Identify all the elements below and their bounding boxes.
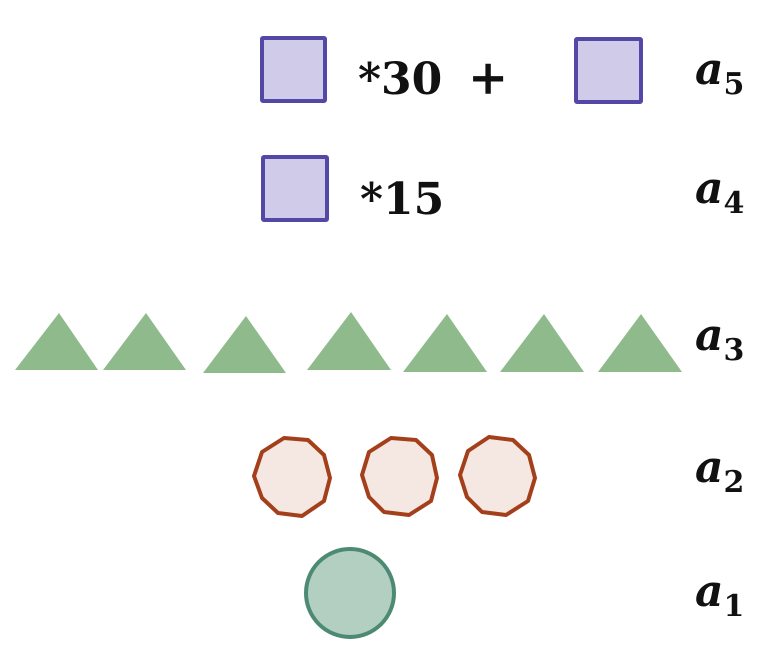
row-a5: *30 + a5 [260,36,744,106]
triangle-shape [500,314,584,372]
row-a2: a2 [252,435,744,518]
multiplier-text: *30 [358,54,442,105]
triangle-shape [403,314,487,372]
row-label-letter: a [695,442,724,493]
row-label-a5: a5 [695,44,744,102]
row-label-letter: a [695,44,724,95]
svg-text:a1: a1 [695,566,744,624]
triangle-shape [103,313,186,370]
square-shape [260,36,327,103]
row-label-letter: a [695,163,724,214]
triangle-shape [203,316,286,373]
svg-text:a5: a5 [695,44,744,102]
plus-operator: + [468,50,508,106]
row-a4: *15 a4 [261,155,744,225]
row-label-letter: a [695,566,724,617]
row-label-index: 1 [724,589,745,624]
row-a1: a1 [304,547,744,639]
triangle-shape [15,313,98,370]
svg-text:a3: a3 [695,310,744,368]
square-shape [261,155,329,222]
row-label-a1: a1 [695,566,744,624]
row-label-index: 4 [724,186,745,221]
row-label-a4: a4 [695,163,744,221]
svg-text:a4: a4 [695,163,744,221]
decagon-shape [458,435,537,517]
svg-text:a2: a2 [695,442,744,500]
row-label-letter: a [695,310,724,361]
circle-shape [304,547,396,639]
row-label-a2: a2 [695,442,744,500]
square-shape [574,37,643,104]
row-a3: a3 [15,310,744,373]
triangle-shape [598,314,682,372]
row-label-index: 3 [724,333,745,368]
row-label-index: 5 [724,67,745,102]
decagon-shape [360,436,439,517]
multiplier-text: *15 [360,174,444,225]
row-label-index: 2 [724,465,745,500]
triangle-shape [307,312,391,370]
row-label-a3: a3 [695,310,744,368]
decagon-shape [252,436,332,518]
